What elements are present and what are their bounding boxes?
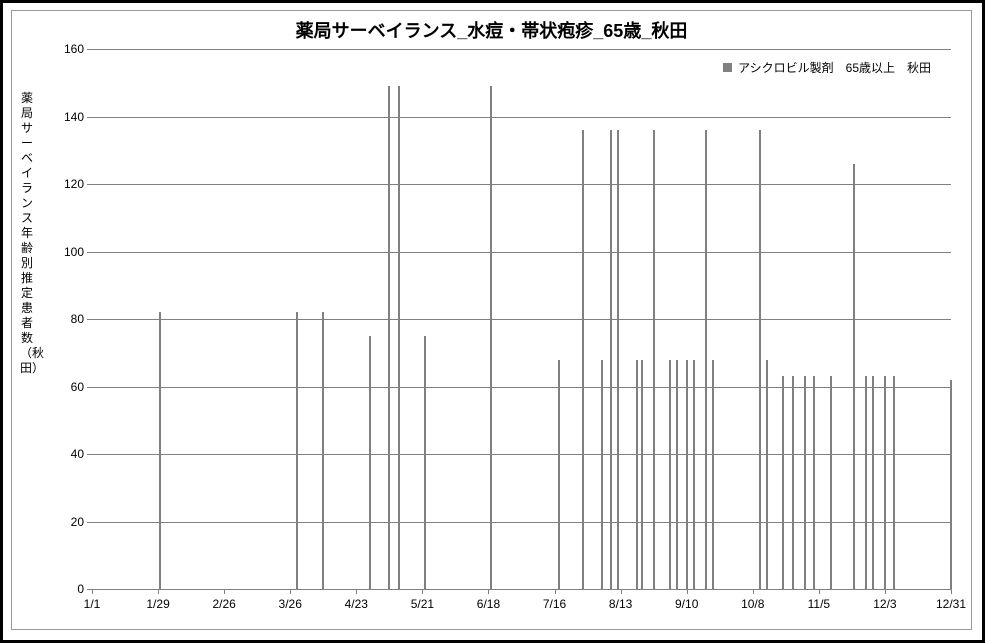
x-tick <box>92 589 93 594</box>
bar <box>766 360 768 590</box>
y-axis-label: 薬局サーベイランス年齢別推定患者数（秋田） <box>20 91 34 376</box>
bar <box>424 336 426 589</box>
outer-frame: 薬局サーベイランス_水痘・帯状疱疹_65歳_秋田 薬局サーベイランス年齢別推定患… <box>0 0 985 643</box>
gridline <box>92 252 951 253</box>
chart-container: 薬局サーベイランス_水痘・帯状疱疹_65歳_秋田 薬局サーベイランス年齢別推定患… <box>11 10 972 630</box>
x-tick <box>951 589 952 594</box>
y-tick <box>87 454 92 455</box>
gridline <box>92 117 951 118</box>
bar <box>601 360 603 590</box>
bar <box>369 336 371 589</box>
x-tick <box>158 589 159 594</box>
gridline <box>92 387 951 388</box>
bar <box>398 86 400 589</box>
y-tick <box>87 252 92 253</box>
bar <box>558 360 560 590</box>
x-axis-line <box>92 589 951 590</box>
bar <box>804 376 806 589</box>
x-tick <box>356 589 357 594</box>
bar <box>782 376 784 589</box>
bar <box>884 376 886 589</box>
bar <box>669 360 671 590</box>
bar <box>610 130 612 589</box>
x-tick-label: 8/13 <box>609 597 632 611</box>
x-tick-label: 6/18 <box>477 597 500 611</box>
bar <box>159 312 161 589</box>
y-tick-label: 0 <box>77 582 84 596</box>
gridline <box>92 454 951 455</box>
x-tick-label: 5/21 <box>411 597 434 611</box>
y-tick <box>87 49 92 50</box>
gridline <box>92 319 951 320</box>
y-tick <box>87 184 92 185</box>
x-tick-label: 2/26 <box>212 597 235 611</box>
y-tick <box>87 522 92 523</box>
bar <box>641 360 643 590</box>
x-tick <box>885 589 886 594</box>
x-tick <box>555 589 556 594</box>
y-tick-label: 20 <box>71 515 84 529</box>
bar <box>653 130 655 589</box>
x-tick <box>687 589 688 594</box>
y-tick <box>87 117 92 118</box>
x-tick <box>621 589 622 594</box>
bar <box>705 130 707 589</box>
bar <box>712 360 714 590</box>
x-tick-label: 3/26 <box>279 597 302 611</box>
y-tick-label: 140 <box>64 110 84 124</box>
x-tick <box>422 589 423 594</box>
y-tick-label: 80 <box>71 312 84 326</box>
bar <box>322 312 324 589</box>
y-tick <box>87 319 92 320</box>
x-tick-label: 1/1 <box>84 597 101 611</box>
x-tick <box>290 589 291 594</box>
x-tick <box>753 589 754 594</box>
gridline <box>92 184 951 185</box>
x-tick-label: 12/3 <box>873 597 896 611</box>
x-tick-label: 11/5 <box>808 597 830 611</box>
bar <box>853 164 855 589</box>
bar <box>676 360 678 590</box>
bar <box>686 360 688 590</box>
y-tick-label: 160 <box>64 42 84 56</box>
bar <box>865 376 867 589</box>
x-tick-label: 1/29 <box>146 597 169 611</box>
x-tick-label: 10/8 <box>741 597 764 611</box>
x-tick-label: 7/16 <box>543 597 566 611</box>
bar <box>950 380 952 589</box>
x-tick-label: 4/23 <box>345 597 368 611</box>
bar <box>617 130 619 589</box>
gridline <box>92 49 951 50</box>
legend-label: アシクロビル製剤 65歳以上 秋田 <box>738 59 931 76</box>
chart-title: 薬局サーベイランス_水痘・帯状疱疹_65歳_秋田 <box>12 17 971 43</box>
x-tick <box>819 589 820 594</box>
x-tick-label: 12/31 <box>936 597 966 611</box>
x-tick <box>224 589 225 594</box>
bar <box>388 86 390 589</box>
y-tick <box>87 387 92 388</box>
y-tick-label: 60 <box>71 380 84 394</box>
x-tick-label: 9/10 <box>675 597 698 611</box>
bar <box>893 376 895 589</box>
legend-swatch-icon <box>723 63 732 72</box>
y-tick-label: 40 <box>71 447 84 461</box>
bar <box>582 130 584 589</box>
plot-area: アシクロビル製剤 65歳以上 秋田 0204060801001201401601… <box>92 49 951 589</box>
y-tick-label: 100 <box>64 245 84 259</box>
bar <box>693 360 695 590</box>
legend: アシクロビル製剤 65歳以上 秋田 <box>723 59 931 76</box>
bar <box>792 376 794 589</box>
bar <box>872 376 874 589</box>
bar <box>636 360 638 590</box>
bar <box>490 86 492 589</box>
bar <box>830 376 832 589</box>
bar <box>813 376 815 589</box>
y-tick-label: 120 <box>64 177 84 191</box>
bar <box>759 130 761 589</box>
x-tick <box>488 589 489 594</box>
gridline <box>92 522 951 523</box>
bar <box>296 312 298 589</box>
